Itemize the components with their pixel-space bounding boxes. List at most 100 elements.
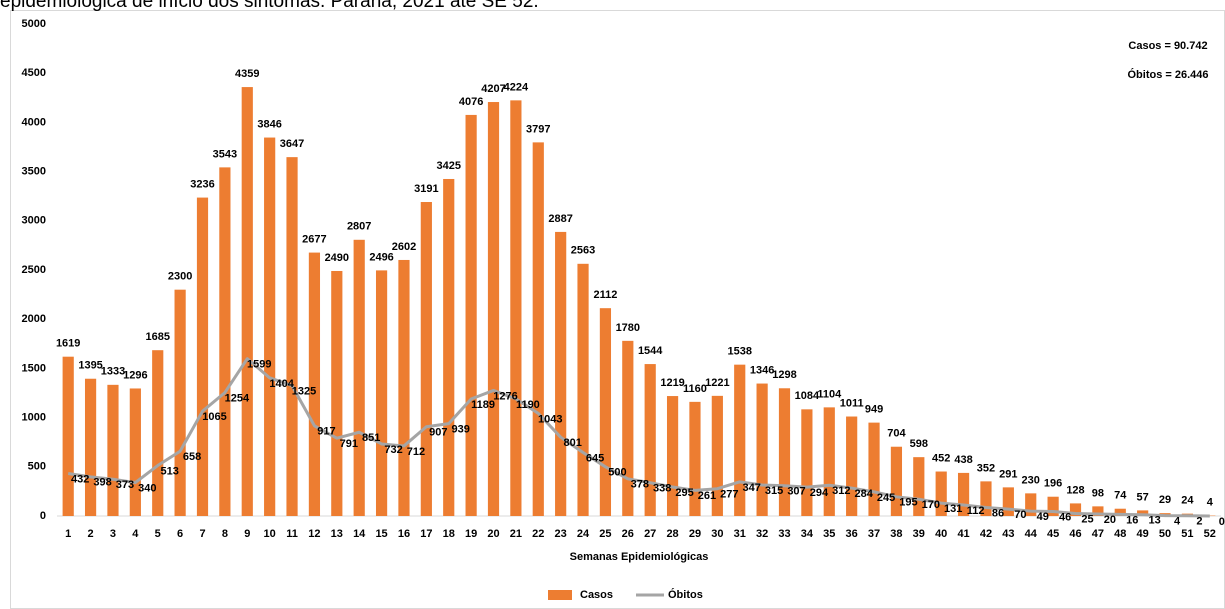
y-tick-label: 4000 [22,116,46,128]
data-label: 284 [854,488,873,500]
x-tick-label: 41 [957,528,969,540]
data-label: 13 [1149,515,1161,527]
data-label: 338 [653,483,671,495]
data-label: 801 [563,437,581,449]
data-label: 1254 [225,393,250,405]
data-label: 347 [743,482,761,494]
data-label: 25 [1081,513,1093,525]
bar [62,356,74,516]
data-label: 3797 [526,123,550,135]
x-tick-label: 34 [801,528,814,540]
data-label: 57 [1137,491,1149,503]
data-label: 791 [340,438,358,450]
annotation: Casos = 90.742 [1128,40,1207,52]
data-label: 1065 [202,411,226,423]
bar [935,471,947,516]
data-label: 1685 [145,331,169,343]
data-label: 513 [161,465,179,477]
data-label: 704 [887,428,906,440]
data-label: 294 [810,487,829,499]
bar [577,263,589,516]
bar [622,340,634,516]
chart-title: epidemiológica de início dos sintomas. P… [0,0,539,12]
data-label: 98 [1092,487,1104,499]
x-tick-label: 14 [353,528,366,540]
x-tick-label: 33 [778,528,790,540]
bar [532,142,544,517]
line [67,357,1210,518]
y-tick-label: 500 [28,461,46,473]
data-label: 4207 [481,83,505,95]
bar [331,270,343,516]
x-tick-label: 26 [622,528,634,540]
x-tick-label: 36 [846,528,858,540]
x-tick-label: 29 [689,528,701,540]
x-tick-label: 17 [420,528,432,540]
annotation: Óbitos = 26.446 [1127,68,1208,81]
data-label: 917 [317,426,335,438]
data-label: 398 [93,477,111,489]
data-label: 340 [138,482,156,494]
y-tick-label: 1500 [22,362,46,374]
bar [107,384,119,516]
data-label: 2490 [325,252,349,264]
data-label: 3191 [414,183,438,195]
legend-label: Óbitos [668,588,703,601]
x-tick-label: 21 [510,528,522,540]
bar [1114,508,1126,516]
data-label: 74 [1114,490,1127,502]
data-label: 277 [720,489,738,501]
data-label: 131 [944,503,962,515]
x-tick-label: 19 [465,528,477,540]
x-tick-label: 51 [1181,528,1193,540]
data-label: 3236 [190,178,214,190]
data-label: 1619 [56,338,80,350]
data-label: 0 [1219,516,1225,528]
bar [689,401,701,516]
data-label: 452 [932,452,950,464]
data-label: 378 [631,479,649,491]
data-label: 195 [899,497,917,509]
bar [219,167,231,516]
bar [913,457,925,516]
data-label: 196 [1044,478,1062,490]
data-label: 1219 [660,377,684,389]
bar [308,252,321,517]
data-label: 1084 [795,390,820,402]
data-label: 112 [967,505,985,517]
data-label: 1333 [101,366,125,378]
data-label: 1160 [683,383,707,395]
x-tick-label: 35 [823,528,835,540]
bar [1047,496,1059,516]
data-label: 949 [865,404,883,416]
x-tick-label: 2 [88,528,94,540]
data-label: 432 [71,473,89,485]
x-tick-label: 28 [666,528,678,540]
data-label: 3647 [280,138,304,150]
x-tick-label: 48 [1114,528,1126,540]
data-label: 20 [1104,514,1116,526]
data-label: 907 [429,427,447,439]
x-tick-label: 12 [308,528,320,540]
x-tick-label: 4 [132,528,139,540]
data-label: 2602 [392,241,416,253]
y-tick-label: 0 [40,510,46,522]
bar [957,472,970,516]
bar [599,308,612,516]
data-label: 1298 [772,369,796,381]
data-label: 3543 [213,148,237,160]
bar [241,87,253,516]
bar [980,481,992,516]
data-label: 939 [452,424,470,436]
data-label: 658 [183,451,201,463]
x-tick-label: 16 [398,528,410,540]
x-tick-label: 37 [868,528,880,540]
bar [510,100,522,516]
data-label: 49 [1037,511,1049,523]
data-label: 1599 [247,359,271,371]
x-tick-label: 23 [555,528,567,540]
bar [644,364,656,516]
bar [823,407,835,516]
x-tick-label: 10 [264,528,276,540]
data-label: 2677 [302,233,326,245]
